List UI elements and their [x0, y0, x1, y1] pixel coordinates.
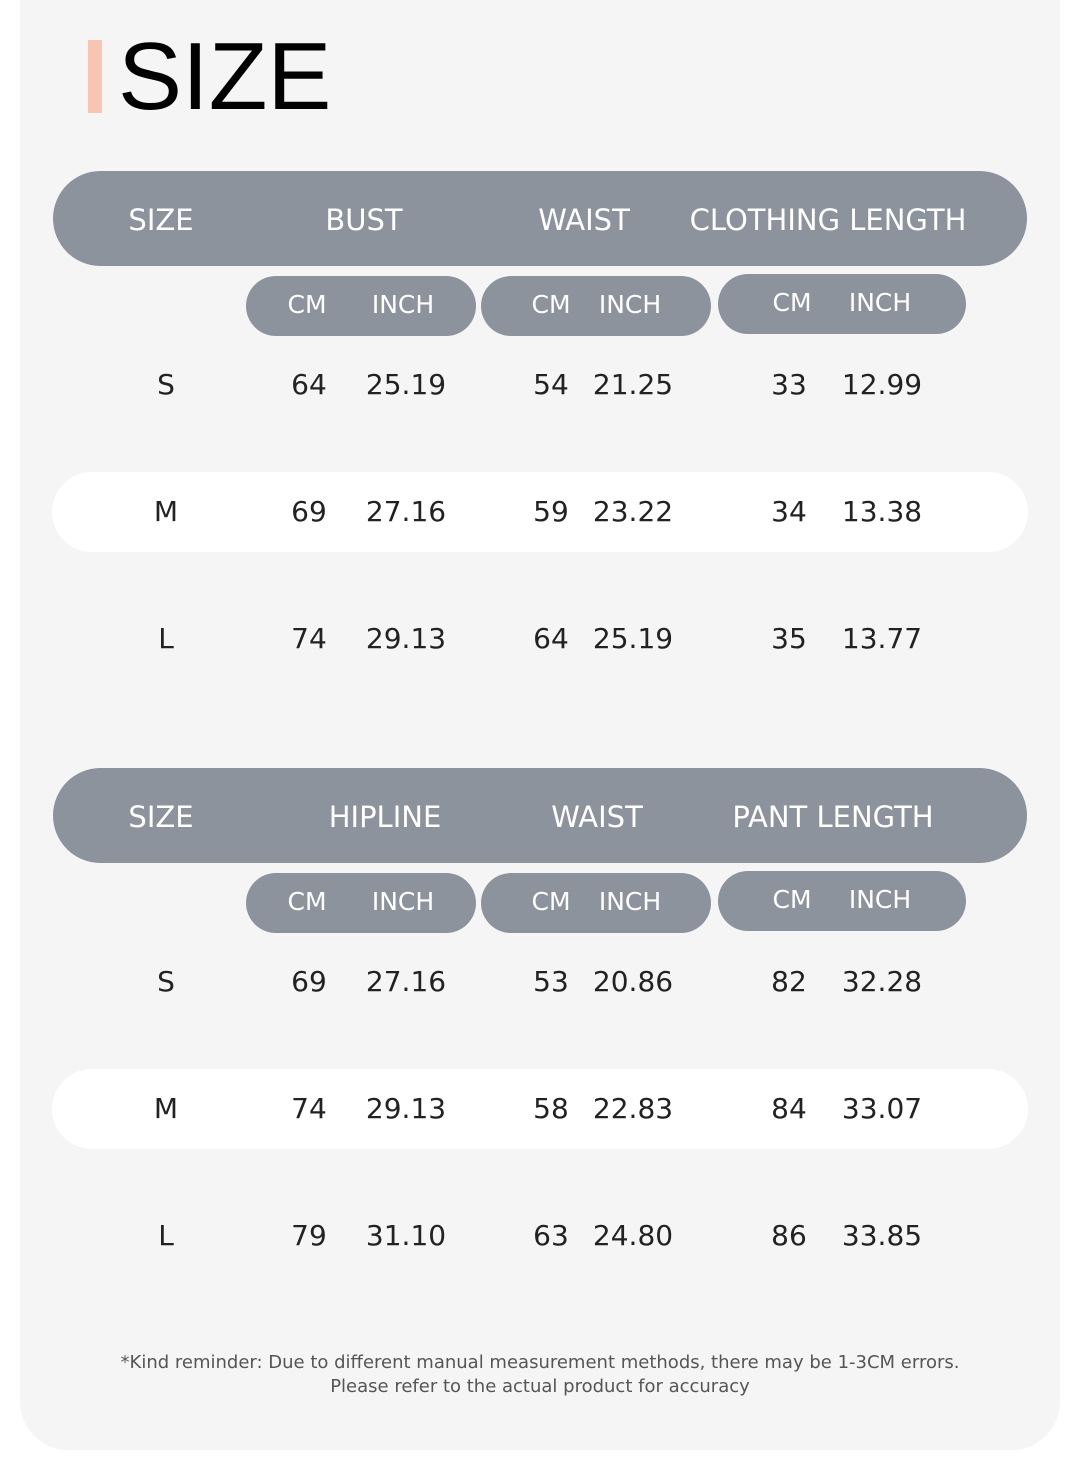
value-cell: 84 [771, 1092, 807, 1125]
size-cell: M [153, 1092, 179, 1125]
value-cell: 54 [533, 368, 569, 401]
value-cell: 29.13 [365, 622, 447, 655]
unit-inch-label: INCH [371, 290, 435, 319]
value-cell: 25.19 [592, 622, 674, 655]
value-cell: 74 [291, 622, 327, 655]
size-cell: L [158, 622, 174, 655]
title-accent-bar [88, 40, 102, 113]
value-cell: 29.13 [365, 1092, 447, 1125]
size-cell: M [153, 495, 179, 528]
size-cell: L [158, 1219, 174, 1252]
unit-pill [481, 276, 711, 336]
column-header: SIZE [128, 203, 194, 237]
column-header: SIZE [128, 800, 194, 834]
value-cell: 13.38 [841, 495, 923, 528]
value-cell: 74 [291, 1092, 327, 1125]
value-cell: 12.99 [841, 368, 923, 401]
column-header: CLOTHING LENGTH [689, 203, 967, 237]
page-title: SIZE [118, 23, 332, 130]
unit-cm-label: CM [531, 290, 571, 319]
value-cell: 13.77 [841, 622, 923, 655]
value-cell: 33.85 [841, 1219, 923, 1252]
value-cell: 79 [291, 1219, 327, 1252]
value-cell: 53 [533, 965, 569, 998]
value-cell: 64 [533, 622, 569, 655]
column-header: BUST [325, 203, 403, 237]
highlighted-row-band [52, 472, 1028, 552]
value-cell: 58 [533, 1092, 569, 1125]
value-cell: 59 [533, 495, 569, 528]
value-cell: 33 [771, 368, 807, 401]
value-cell: 24.80 [592, 1219, 674, 1252]
unit-inch-label: INCH [848, 885, 912, 914]
unit-cm-label: CM [531, 887, 571, 916]
unit-cm-label: CM [287, 290, 327, 319]
unit-cm-label: CM [287, 887, 327, 916]
value-cell: 21.25 [592, 368, 674, 401]
unit-inch-label: INCH [598, 887, 662, 916]
unit-cm-label: CM [772, 288, 812, 317]
unit-pill [246, 873, 476, 933]
value-cell: 31.10 [365, 1219, 447, 1252]
unit-pill [718, 871, 966, 931]
unit-pill [718, 274, 966, 334]
value-cell: 35 [771, 622, 807, 655]
table-header-bar [53, 768, 1027, 863]
value-cell: 64 [291, 368, 327, 401]
value-cell: 69 [291, 965, 327, 998]
size-cell: S [157, 965, 175, 998]
value-cell: 20.86 [592, 965, 674, 998]
value-cell: 34 [771, 495, 807, 528]
value-cell: 25.19 [365, 368, 447, 401]
value-cell: 86 [771, 1219, 807, 1252]
unit-cm-label: CM [772, 885, 812, 914]
unit-inch-label: INCH [848, 288, 912, 317]
table-header-bar [53, 171, 1027, 266]
value-cell: 32.28 [841, 965, 923, 998]
value-cell: 63 [533, 1219, 569, 1252]
value-cell: 23.22 [592, 495, 674, 528]
size-cell: S [157, 368, 175, 401]
reminder-note-line-1: *Kind reminder: Due to different manual … [120, 1352, 960, 1373]
column-header: WAIST [551, 800, 643, 834]
value-cell: 27.16 [365, 495, 447, 528]
unit-pill [481, 873, 711, 933]
reminder-note-line-2: Please refer to the actual product for a… [330, 1376, 750, 1397]
unit-inch-label: INCH [371, 887, 435, 916]
unit-inch-label: INCH [598, 290, 662, 319]
column-header: PANT LENGTH [732, 800, 934, 834]
value-cell: 82 [771, 965, 807, 998]
value-cell: 69 [291, 495, 327, 528]
column-header: HIPLINE [328, 800, 442, 834]
value-cell: 27.16 [365, 965, 447, 998]
value-cell: 33.07 [841, 1092, 923, 1125]
column-header: WAIST [538, 203, 630, 237]
highlighted-row-band [52, 1069, 1028, 1149]
value-cell: 22.83 [592, 1092, 674, 1125]
unit-pill [246, 276, 476, 336]
